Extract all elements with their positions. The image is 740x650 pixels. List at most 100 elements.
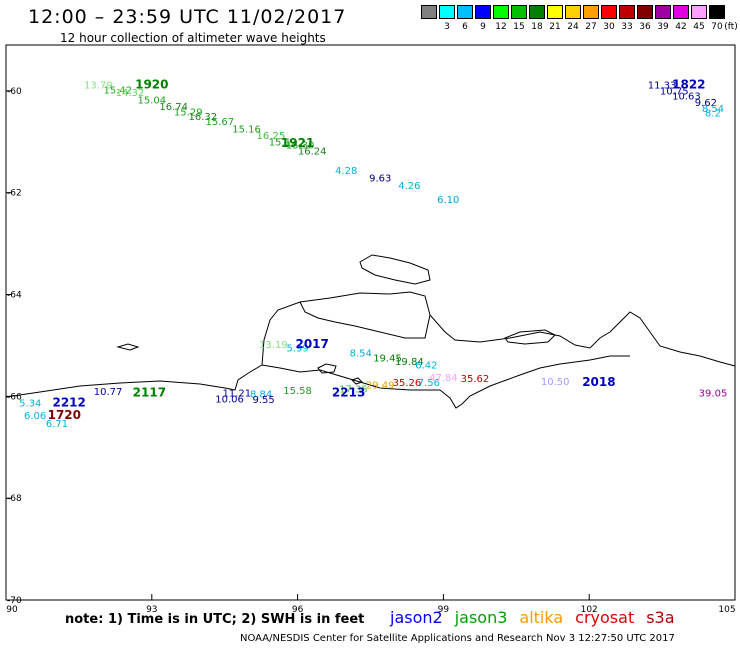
x-tick-label: 93: [146, 605, 157, 615]
wave-height-value: 4.26: [398, 181, 420, 192]
wave-height-value: 14.32: [116, 88, 145, 99]
legend-jason2: jason2: [390, 608, 443, 627]
wave-height-value: 4.28: [335, 166, 357, 177]
legend-s3a: s3a: [646, 608, 675, 627]
observation-labels: 13.7915.4214.3215.0416.7415.2916.3215.67…: [19, 80, 727, 430]
colorbar-label: 42: [675, 22, 687, 32]
colorbar-label: 36: [639, 22, 651, 32]
colorbar-label: 6: [462, 22, 468, 32]
colorbar-swatch: [637, 5, 653, 19]
wave-height-value: 7.56: [418, 378, 440, 389]
units-note: note: 1) Time is in UTC; 2) SWH is in fe…: [65, 612, 365, 627]
pass-time-label: 2018: [582, 375, 615, 389]
wave-height-value: 19.84: [395, 357, 424, 368]
wave-height-value: 10.06: [215, 394, 244, 405]
x-tick-label: 96: [292, 605, 304, 615]
colorbar-swatch: [421, 5, 437, 19]
colorbar-swatch: [547, 5, 563, 19]
colorbar-swatch: [619, 5, 635, 19]
wave-height-value: 15.42: [103, 85, 132, 96]
colorbar-label: 9: [480, 22, 486, 32]
footer-credit: NOAA/NESDIS Center for Satellite Applica…: [240, 633, 675, 644]
wave-height-value: 6.10: [437, 195, 459, 206]
x-tick-label: 90: [6, 605, 18, 615]
wave-height-value: 35.62: [461, 374, 490, 385]
wave-height-value: 15.16: [232, 125, 261, 136]
colorbar-label: 21: [549, 22, 561, 32]
colorbar-swatch: [493, 5, 509, 19]
colorbar-swatch: [709, 5, 725, 19]
small-island-2: [351, 377, 363, 385]
wave-height-value: 15.58: [283, 386, 312, 397]
wave-height-value: 9.63: [369, 173, 391, 184]
wave-height-value: 8.54: [350, 349, 372, 360]
colorbar-label: 18: [531, 22, 543, 32]
wave-height-value: 39.05: [699, 388, 728, 399]
colorbar-swatch: [601, 5, 617, 19]
wave-height-value: 13.19: [259, 340, 288, 351]
legend-jason3: jason3: [454, 608, 508, 627]
wave-height-value: 15.30: [286, 140, 315, 151]
wave-height-value: 10.63: [672, 91, 701, 102]
pass-time-label: 1920: [135, 77, 168, 91]
y-tick-label: -66: [7, 392, 22, 402]
pass-time-label: 2212: [52, 396, 85, 410]
wave-height-value: 10.50: [541, 377, 570, 388]
satellite-legend: jason2 jason3 altika cryosat s3a: [390, 608, 687, 627]
colorbar-swatch: [583, 5, 599, 19]
page-subtitle: 12 hour collection of altimeter wave hei…: [60, 31, 326, 45]
x-tick-label: 99: [438, 605, 450, 615]
page-title: 12:00 – 23:59 UTC 11/02/2017: [28, 6, 347, 28]
wave-height-value: 29.49: [366, 381, 395, 392]
colorbar-label: 70: [711, 22, 723, 32]
ice-island: [359, 254, 431, 285]
x-tick-label: 105: [718, 605, 735, 615]
wave-height-value: 35.26: [393, 378, 422, 389]
y-tick-label: -60: [7, 87, 22, 97]
wave-height-value: 9.62: [695, 98, 717, 109]
wave-height-value: 15.29: [174, 107, 203, 118]
pass-time-labels: 1920 1921 1822 2017 2018 2117 2212 2213 1720: [48, 77, 706, 422]
colorbar-swatch: [691, 5, 707, 19]
colorbar-label: 27: [585, 22, 597, 32]
colorbar-label: 24: [567, 22, 579, 32]
wave-height-value: 9.55: [252, 395, 274, 406]
colorbar-swatch: [475, 5, 491, 19]
colorbar-swatch: [673, 5, 689, 19]
y-tick-label: -68: [7, 494, 22, 504]
pass-time-label: 1822: [672, 77, 705, 91]
wave-height-value: 47.84: [429, 373, 458, 384]
colorbar-unit: (ft): [724, 22, 738, 32]
colorbar-swatch: [511, 5, 527, 19]
wave-height-value: 16.74: [159, 102, 188, 113]
pass-time-label: 1921: [281, 136, 314, 150]
wave-height-value: 10.75: [660, 86, 689, 97]
wave-height-value: 16.25: [257, 131, 286, 142]
wave-height-value: 5.99: [286, 344, 308, 355]
colorbar-label: 12: [495, 22, 507, 32]
wave-height-value: 15.04: [137, 96, 166, 107]
pass-time-label: 1720: [48, 408, 81, 422]
wave-height-value: 17.35: [339, 384, 368, 395]
antarctic-coastline: [5, 291, 736, 398]
wave-height-value: 19.45: [373, 354, 402, 365]
y-tick-label: -62: [7, 189, 22, 199]
wave-height-value: 6.06: [24, 411, 46, 422]
wave-height-value: 8.54: [702, 104, 724, 115]
wave-height-value: 10.77: [94, 387, 123, 398]
colorbar-label: 39: [657, 22, 669, 32]
wave-height-value: 11.33: [648, 80, 677, 91]
x-tick-label: 102: [581, 605, 598, 615]
small-island: [317, 363, 337, 374]
colorbar-label: 45: [693, 22, 705, 32]
pass-time-label: 2117: [133, 385, 166, 399]
wave-height-value: 8.2: [705, 108, 721, 119]
wave-height-value: 16.24: [298, 146, 327, 157]
colorbar-label: 3: [444, 22, 450, 32]
wave-height-value: 6.42: [415, 360, 437, 371]
colorbar-swatch: [529, 5, 545, 19]
colorbar-label: 30: [603, 22, 615, 32]
map-frame: [5, 44, 736, 601]
wave-height-value: 11.21: [223, 388, 252, 399]
